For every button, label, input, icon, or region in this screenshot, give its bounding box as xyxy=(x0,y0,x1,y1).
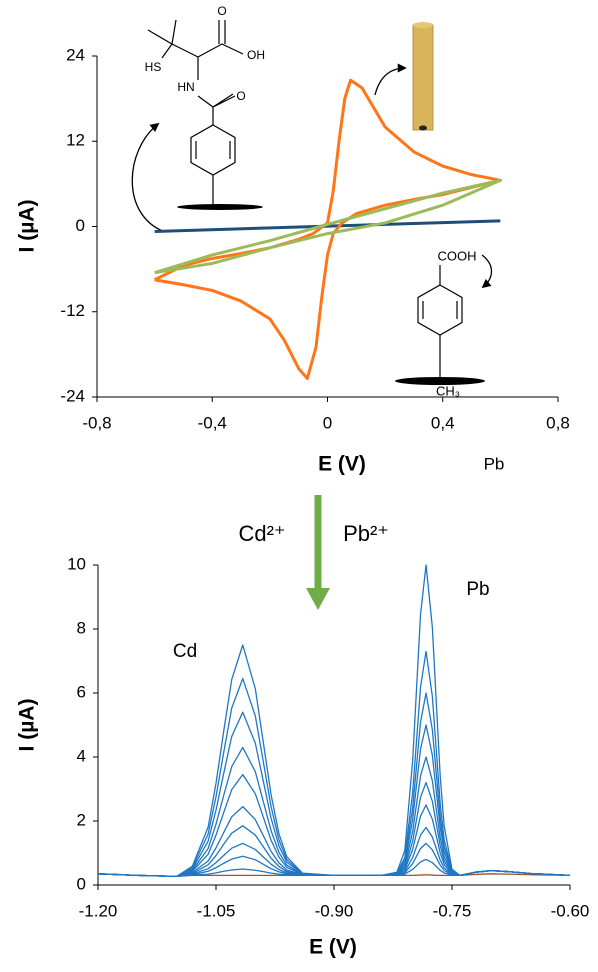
y-tick-label: 0 xyxy=(76,216,85,235)
annotation: CH₃ xyxy=(436,383,460,398)
y-tick-label: 0 xyxy=(77,874,86,893)
data-line xyxy=(154,219,501,233)
x-tick-label: -1.20 xyxy=(79,901,118,920)
x-tick-label: 0 xyxy=(323,413,332,432)
x-axis-title: E (V) xyxy=(318,453,366,476)
y-tick-label: 4 xyxy=(77,746,86,765)
y-tick-label: 10 xyxy=(67,554,86,573)
annotation: Cd xyxy=(173,641,197,662)
data-line xyxy=(97,564,571,878)
x-tick-label: -0,8 xyxy=(82,413,111,432)
data-line xyxy=(97,692,571,878)
annotation: Pb xyxy=(484,454,505,473)
annotation: Pb xyxy=(466,579,489,600)
annotation: Cd²⁺ xyxy=(238,521,285,546)
y-tick-label: 12 xyxy=(66,131,85,150)
annotation: O xyxy=(236,89,245,103)
data-line xyxy=(97,756,571,878)
x-axis-title: E (V) xyxy=(309,936,357,959)
data-line xyxy=(97,781,571,878)
benzoic-structure xyxy=(395,265,485,385)
x-tick-label: 0,8 xyxy=(546,413,570,432)
y-tick-label: -12 xyxy=(60,301,85,320)
x-tick-label: -0.75 xyxy=(433,901,472,920)
y-tick-label: 24 xyxy=(66,45,85,64)
y-tick-label: 2 xyxy=(77,810,86,829)
y-tick-label: 8 xyxy=(77,618,86,637)
annotation: OH xyxy=(247,48,265,62)
arrows xyxy=(131,63,493,610)
data-line xyxy=(97,724,571,878)
annotation: COOH xyxy=(438,248,477,263)
y-axis-title: I (µA) xyxy=(16,200,39,253)
x-tick-label: -0.90 xyxy=(315,901,354,920)
annotation: O xyxy=(217,4,226,18)
data-line xyxy=(97,804,571,878)
y-tick-label: 6 xyxy=(77,682,86,701)
x-tick-label: -0.60 xyxy=(551,901,590,920)
x-tick-label: 0,4 xyxy=(431,413,455,432)
annotation: Pb²⁺ xyxy=(343,521,389,546)
annotation: HS xyxy=(145,60,162,74)
thiol-structure xyxy=(147,19,263,210)
data-line xyxy=(97,826,571,878)
annotation: HN xyxy=(177,80,194,94)
x-tick-label: -0,4 xyxy=(198,413,227,432)
y-tick-label: -24 xyxy=(60,386,85,405)
electrode xyxy=(412,22,434,131)
data-line xyxy=(154,178,502,275)
data-line xyxy=(97,650,571,878)
x-tick-label: -1.05 xyxy=(197,901,236,920)
y-axis-title: I (µA) xyxy=(16,699,39,752)
